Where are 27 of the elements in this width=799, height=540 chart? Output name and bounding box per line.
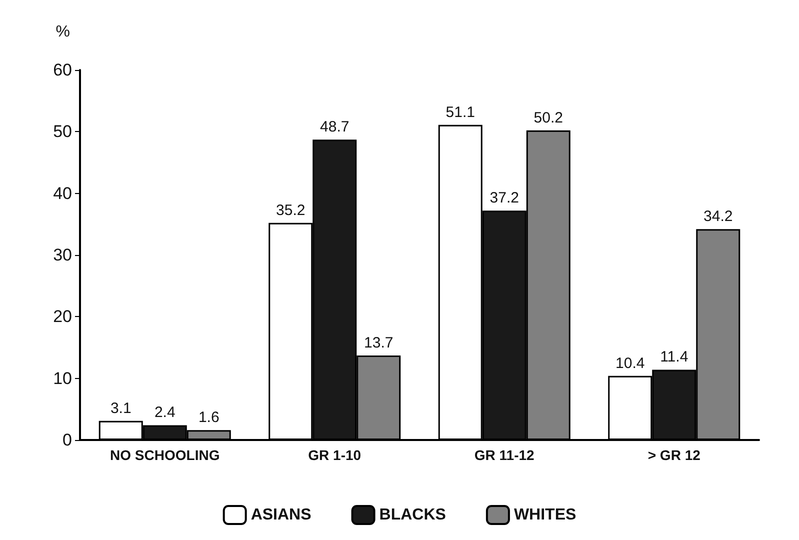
data-label: 13.7 <box>364 334 394 352</box>
data-label: 34.2 <box>704 208 733 226</box>
data-label: 11.4 <box>660 348 688 366</box>
legend-label: BLACKS <box>379 506 446 524</box>
legend-label: WHITES <box>514 506 576 524</box>
data-label: 1.6 <box>198 409 220 426</box>
x-tick-label: GR 1-10 <box>308 447 362 463</box>
x-tick-label: > GR 12 <box>648 447 701 463</box>
data-label: 2.4 <box>154 404 176 422</box>
y-tick-label: 20 <box>53 307 72 326</box>
legend-label: ASIANS <box>250 506 312 524</box>
y-tick-label: 10 <box>53 368 72 388</box>
data-label: 37.2 <box>490 190 519 207</box>
y-tick-label: 60 <box>53 60 72 80</box>
data-label: 48.7 <box>320 118 350 136</box>
y-tick-label: 30 <box>53 246 72 264</box>
y-tick-label: 50 <box>53 122 72 142</box>
data-label: 3.1 <box>110 400 132 417</box>
data-label: 35.2 <box>276 202 306 219</box>
data-label: 50.2 <box>534 109 563 126</box>
x-tick-label: GR 11-12 <box>474 447 535 463</box>
data-label: 51.1 <box>446 104 475 121</box>
y-tick-label: 40 <box>53 184 72 203</box>
data-label: 10.4 <box>616 354 645 372</box>
y-tick-label: 0 <box>62 430 72 450</box>
x-tick-label: NO SCHOOLING <box>110 447 220 463</box>
y-axis-title: % <box>56 24 70 40</box>
